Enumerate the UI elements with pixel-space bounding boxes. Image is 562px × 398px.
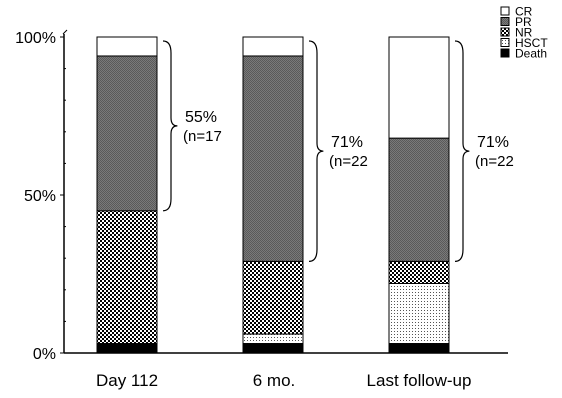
legend-swatch-death [500, 48, 510, 58]
x-tick-label: Last follow-up [367, 371, 472, 390]
bar-segment-nr [388, 260, 450, 284]
annotation-percent: 71% [331, 134, 363, 151]
legend-swatch-pr [500, 17, 510, 26]
legend-label: NR [515, 26, 533, 40]
legend-label: PR [515, 15, 532, 29]
bar-segment-hsct [242, 333, 304, 345]
x-tick-label: Day 112 [96, 371, 158, 390]
bar-segment-cr [242, 36, 304, 57]
annotation-count: (n=22 [329, 153, 368, 170]
bar-segment-death [388, 343, 450, 354]
legend-swatch-cr [500, 6, 510, 16]
annotation-count: (n=22 [475, 153, 514, 170]
legend-swatch-hsct [500, 38, 510, 47]
bar-segment-pr [96, 55, 158, 212]
bar-segment-nr [242, 260, 304, 335]
annotation-percent: 71% [477, 134, 509, 151]
y-tick-label: 50% [24, 188, 56, 205]
legend-swatch-nr [500, 27, 510, 37]
y-tick-label: 100% [15, 30, 56, 47]
brace [162, 40, 178, 212]
bar-segment-cr [96, 36, 158, 57]
bar-segment-pr [242, 55, 304, 262]
annotation-count: (n=17 [183, 128, 222, 145]
bar-segment-hsct [388, 282, 450, 345]
bar-segment-death [96, 343, 158, 354]
x-tick-label: 6 mo. [253, 371, 296, 390]
legend-label: CR [515, 5, 533, 19]
bar-segment-pr [388, 137, 450, 262]
bar-segment-cr [388, 36, 450, 139]
brace [454, 40, 470, 262]
bar-segment-death [242, 343, 304, 354]
bar-segment-nr [96, 210, 158, 345]
legend-label: HSCT [515, 36, 548, 50]
y-axis-top-tick [62, 29, 68, 35]
legend-label: Death [515, 47, 547, 61]
annotation-percent: 55% [185, 109, 217, 126]
y-tick-label: 0% [33, 346, 56, 363]
brace [308, 40, 324, 262]
